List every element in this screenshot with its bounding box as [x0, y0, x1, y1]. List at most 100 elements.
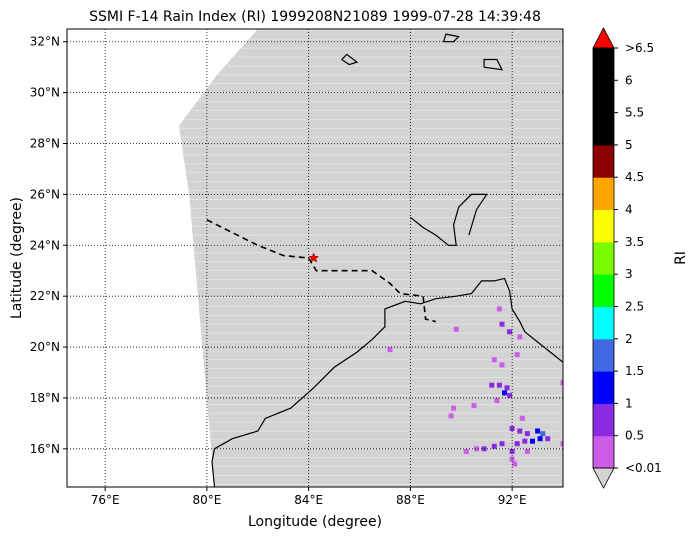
rain-point	[560, 441, 563, 447]
colorbar-tick-label: 2.5	[625, 300, 644, 314]
colorbar-tick-label: 5	[625, 138, 633, 152]
rain-point	[387, 347, 393, 353]
rain-point	[537, 436, 543, 442]
colorbar-segment	[593, 274, 614, 307]
colorbar-tick-label: 2	[625, 332, 633, 346]
rain-point	[489, 382, 495, 388]
rain-point	[451, 405, 457, 411]
colorbar-segment	[593, 371, 614, 404]
rain-point	[514, 441, 520, 447]
rain-point	[530, 438, 535, 444]
rain-point	[496, 306, 502, 312]
colorbar-tick-label: 1.5	[625, 364, 644, 378]
x-tick-label: 92°E	[498, 493, 527, 507]
rain-point	[524, 448, 530, 454]
rain-points	[387, 306, 563, 467]
colorbar-tick-label: 5.5	[625, 106, 644, 120]
rain-point	[474, 446, 479, 452]
rain-point	[517, 428, 523, 434]
colorbar-tick-label: 6	[625, 73, 633, 87]
colorbar-tick-label: <0.01	[625, 461, 662, 475]
coastline	[211, 277, 563, 487]
rain-point	[499, 362, 505, 368]
map-frame	[66, 28, 564, 488]
y-tick-label: 26°N	[30, 187, 60, 201]
y-axis-label: Latitude (degree)	[9, 197, 25, 319]
x-tick-label: 84°E	[294, 493, 323, 507]
rain-point	[502, 390, 507, 396]
colorbar-segment	[593, 338, 614, 372]
colorbar-tick-label: 3	[625, 267, 633, 281]
colorbar-tick-label: 4.5	[625, 170, 644, 184]
colorbar-segment	[593, 112, 614, 146]
rain-point	[524, 431, 530, 437]
colorbar-over-extension	[592, 27, 615, 49]
rain-point	[522, 438, 528, 444]
rain-point	[507, 329, 513, 335]
coastline	[442, 33, 460, 43]
colorbar-frame	[592, 47, 615, 469]
coastline	[410, 193, 488, 246]
y-tick-label: 22°N	[30, 289, 60, 303]
map-plot-area	[66, 28, 564, 488]
country-border	[206, 219, 436, 323]
x-tick-label: 80°E	[192, 493, 221, 507]
x-axis-label: Longitude (degree)	[248, 514, 382, 530]
rain-point	[471, 403, 477, 409]
colorbar-tick-label: 0.5	[625, 429, 644, 443]
coastlines	[211, 33, 563, 487]
colorbar-segment	[593, 209, 614, 243]
colorbar-segment	[593, 144, 614, 178]
rain-point	[560, 380, 563, 386]
colorbar-tick-label: 3.5	[625, 235, 644, 249]
rain-point	[535, 428, 541, 434]
colorbar-segment	[593, 435, 614, 469]
y-tick-label: 18°N	[30, 391, 60, 405]
coastline	[483, 58, 504, 71]
y-axis: 16°N 18°N 20°N 22°N 24°N 26°N 28°N 30°N 32°N	[30, 35, 67, 456]
coastline	[341, 53, 359, 66]
colorbar-segment	[593, 306, 614, 340]
rain-point	[504, 385, 510, 391]
rain-point	[453, 326, 459, 332]
borders	[206, 219, 436, 323]
colorbar-segment	[593, 48, 614, 81]
swath-scanlines	[176, 29, 563, 485]
rain-point	[507, 392, 513, 398]
rain-point	[509, 448, 515, 454]
rain-point	[496, 382, 502, 388]
colorbar-under-extension	[592, 467, 615, 489]
y-tick-label: 16°N	[30, 442, 60, 456]
x-tick-label: 88°E	[396, 493, 425, 507]
chart-title: SSMI F-14 Rain Index (RI) 1999208N21089 …	[89, 9, 541, 25]
y-tick-label: 20°N	[30, 340, 60, 354]
rain-point	[491, 443, 497, 449]
colorbar-tick-label: >6.5	[625, 41, 654, 55]
colorbar-segment	[593, 241, 614, 275]
x-axis: 76°E 80°E 84°E 88°E 92°E	[91, 487, 527, 507]
rain-point	[519, 415, 525, 421]
rain-point	[499, 441, 505, 447]
rain-point	[545, 436, 551, 442]
y-tick-label: 28°N	[30, 137, 60, 151]
colorbar-tick-label: 1	[625, 396, 633, 410]
y-tick-label: 30°N	[30, 86, 60, 100]
colorbar-segment	[593, 177, 614, 210]
rain-point	[540, 431, 546, 437]
x-tick-label: 76°E	[91, 493, 120, 507]
rain-point	[463, 448, 469, 454]
colorbar-tick-label: 4	[625, 203, 633, 217]
rain-point	[514, 352, 520, 358]
y-tick-label: 32°N	[30, 35, 60, 49]
colorbar-label: RI	[673, 251, 689, 265]
y-tick-label: 24°N	[30, 238, 60, 252]
swath-area	[178, 29, 563, 487]
rain-point	[448, 413, 454, 419]
storm-center-marker	[308, 252, 320, 263]
rain-point	[494, 398, 500, 403]
colorbar-segment	[593, 403, 614, 437]
colorbar: <0.01 0.5 1 1.5 2 2.5 3 3.5 4 4.5 5 5.5 6 >6.5	[592, 27, 662, 489]
rain-point	[512, 461, 518, 467]
rain-point	[517, 334, 523, 340]
